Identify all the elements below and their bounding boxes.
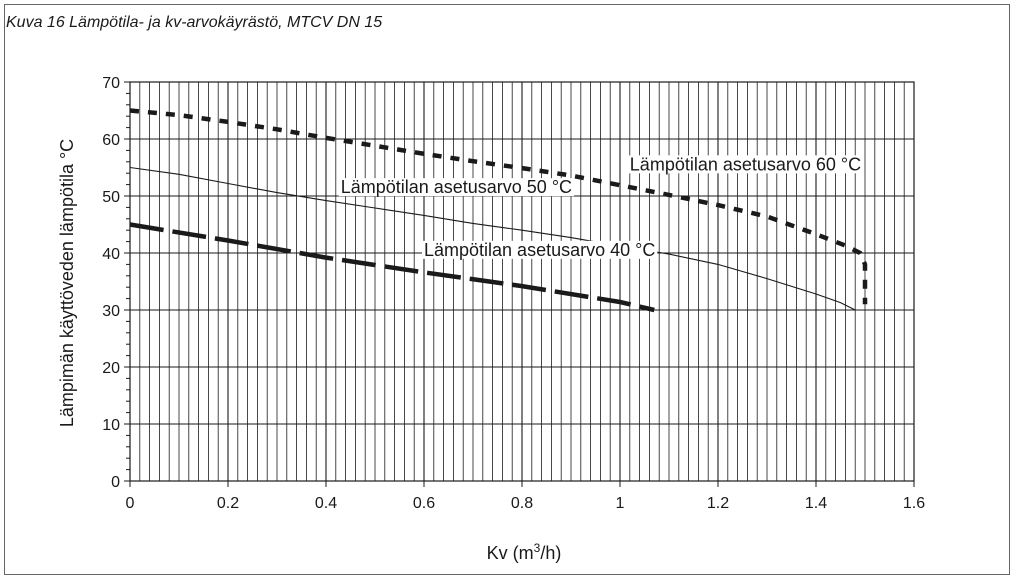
y-tick-label: 30 xyxy=(102,303,120,320)
annotation-label-3: Lämpötilan asetusarvo 40 °C xyxy=(424,240,655,260)
annotation-bg xyxy=(627,155,864,174)
annotation-label-1: Lämpötilan asetusarvo 60 °C xyxy=(630,154,861,174)
x-tick-label: 0 xyxy=(126,495,135,512)
series-line-3 xyxy=(129,222,655,313)
grid-lines xyxy=(130,82,914,481)
y-tick-label: 20 xyxy=(102,360,120,377)
x-tick-label: 0.6 xyxy=(413,495,435,512)
y-tick-label: 60 xyxy=(102,132,120,149)
series-line-2 xyxy=(129,166,856,311)
figure-caption: Kuva 16 Lämpötila- ja kv-arvokäyrästö, M… xyxy=(6,14,383,31)
y-tick-label: 0 xyxy=(111,474,120,491)
series-line-1 xyxy=(129,108,868,305)
x-tick-label: 1 xyxy=(616,495,625,512)
axes-group: 0 0.2 0.4 0.6 0.8 1 1.2 1.4 1.6 0 10 20 30 40 50 60 70 xyxy=(102,75,925,512)
annotation-label-2: Lämpötilan asetusarvo 50 °C xyxy=(341,177,572,197)
x-tick-label: 1.6 xyxy=(903,495,925,512)
y-tick-label: 50 xyxy=(102,189,120,206)
x-tick-label: 1.2 xyxy=(707,495,729,512)
annotations-group: Lämpötilan asetusarvo 60 °C Lämpötilan as… xyxy=(338,154,864,260)
y-tick-label: 70 xyxy=(102,75,120,92)
y-axis-label: Lämpimän käyttöveden lämpötila °C xyxy=(57,139,77,427)
annotation-bg xyxy=(422,240,658,259)
x-tick-label: 0.8 xyxy=(511,495,533,512)
x-tick-label: 1.4 xyxy=(805,495,827,512)
y-tick-label: 10 xyxy=(102,417,120,434)
annotation-bg xyxy=(338,178,575,197)
figure-frame xyxy=(4,4,1010,575)
x-tick-label: 0.4 xyxy=(315,495,337,512)
series-group xyxy=(129,108,868,313)
x-tick-label: 0.2 xyxy=(217,495,239,512)
y-tick-label: 40 xyxy=(102,246,120,263)
x-axis-label: Kv (m3/h) xyxy=(487,541,562,563)
